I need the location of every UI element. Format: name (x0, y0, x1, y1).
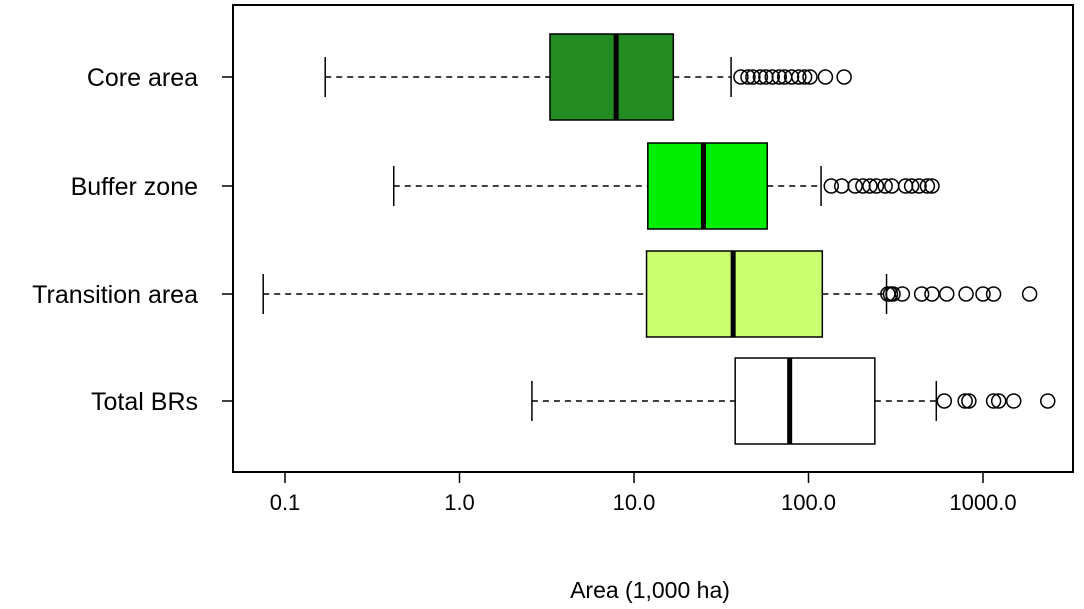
iqr-box (734, 357, 876, 445)
outlier-point (990, 393, 1007, 409)
outlier-point (796, 69, 813, 85)
category-label: Core area (87, 64, 198, 92)
outlier-point (985, 286, 1002, 302)
x-tick-label: 1.0 (444, 490, 475, 515)
outlier-point (836, 69, 852, 85)
x-axis-title: Area (1,000 ha) (570, 577, 730, 603)
outlier-point (868, 178, 885, 194)
outlier-point (752, 69, 769, 85)
box-transition-area (262, 250, 1038, 338)
outlier-point (885, 286, 901, 302)
outlier-point (911, 178, 927, 194)
outlier-point (745, 69, 761, 85)
outlier-point (740, 69, 756, 85)
outlier-point (764, 69, 781, 85)
category-label: Transition area (32, 281, 198, 309)
iqr-box (647, 142, 768, 230)
outlier-point (823, 178, 839, 194)
outlier-point (897, 178, 914, 194)
category-label: Total BRs (91, 388, 198, 416)
outlier-point (958, 286, 974, 302)
plot-frame (232, 4, 1074, 473)
outlier-point (783, 69, 800, 85)
outlier-point (957, 393, 973, 409)
outlier-point (771, 69, 788, 85)
x-axis: 0.1 1.0 10.0 100.0 1000.0 (270, 472, 1017, 515)
outlier-point (1021, 286, 1038, 302)
outlier-point (817, 69, 834, 85)
outlier-point (1040, 393, 1056, 409)
outlier-point (961, 393, 977, 409)
outlier-point (985, 393, 1002, 409)
outlier-point (924, 178, 940, 194)
outlier-point (802, 69, 818, 85)
iqr-box (549, 33, 675, 121)
outlier-point (733, 69, 749, 85)
outlier-point (791, 69, 807, 85)
outlier-point (894, 286, 911, 302)
x-tick-label: 10.0 (613, 490, 656, 515)
boxes-layer (262, 33, 1056, 445)
category-labels: Core area Buffer zone Transition area Total… (32, 64, 233, 416)
x-tick-label: 100.0 (781, 490, 836, 515)
outlier-point (833, 178, 850, 194)
outlier-point (936, 393, 953, 409)
outlier-point (877, 178, 893, 194)
outlier-point (1005, 393, 1022, 409)
box-buffer-zone (393, 142, 940, 230)
outlier-point (924, 286, 940, 302)
outlier-point (939, 286, 955, 302)
outlier-point (975, 286, 991, 302)
box-core-area (324, 33, 852, 121)
x-tick-label: 1000.0 (949, 490, 1016, 515)
x-tick-label: 0.1 (270, 490, 301, 515)
outlier-point (919, 178, 936, 194)
outlier-point (913, 286, 930, 302)
category-label: Buffer zone (71, 173, 198, 201)
box-total-brs (531, 357, 1056, 445)
outlier-point (903, 178, 920, 194)
outlier-point (847, 178, 863, 194)
outlier-point (862, 178, 878, 194)
